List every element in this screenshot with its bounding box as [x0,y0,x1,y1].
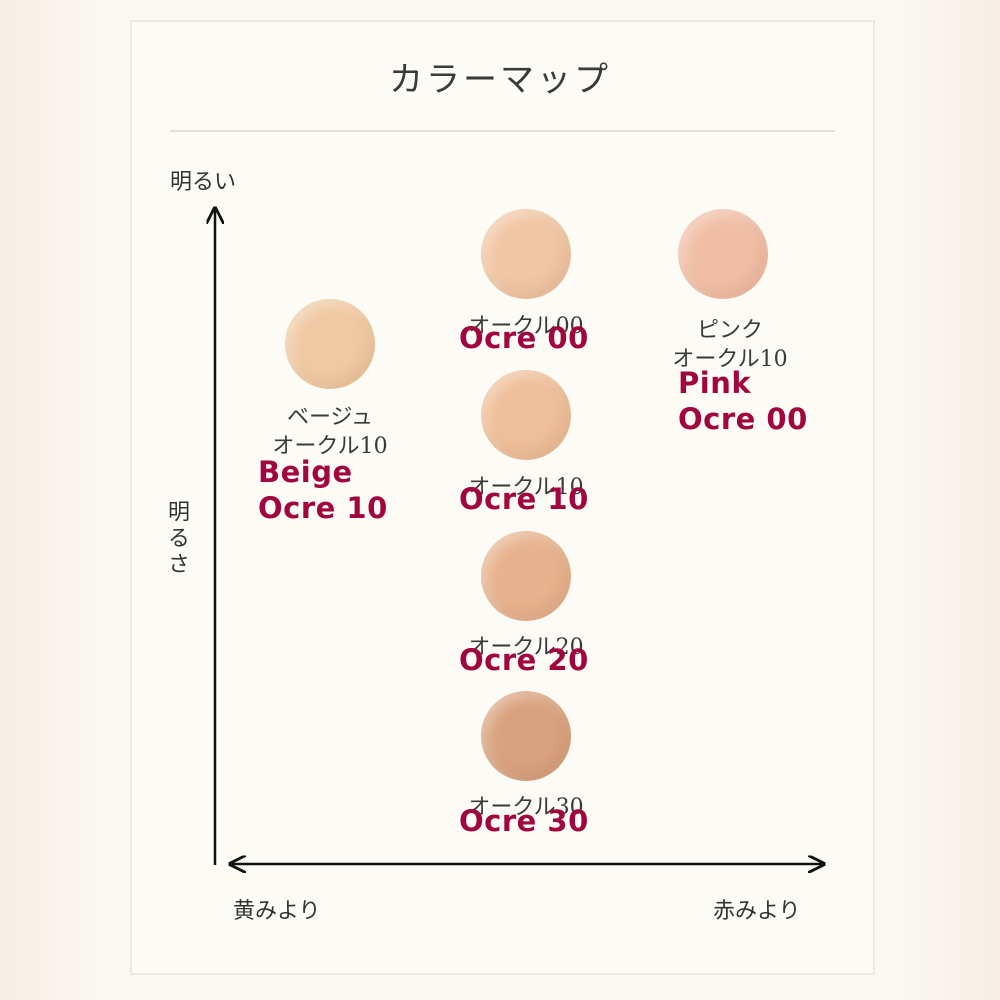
swatch-ocre-20 [481,531,571,621]
swatch-ocre-00 [481,209,571,299]
en-line-1: Pink [678,366,752,400]
label-ocre-10-en: Ocre 10 [459,481,589,517]
label-pink-ocre-jp: ピンク オークル10 [650,316,810,374]
jp-line-1: オークル30 [468,795,584,820]
y-axis-label: 明るさ [164,500,189,578]
en-line-1: Ocre 20 [459,643,589,677]
en-line-1: Beige [258,455,353,489]
page-title: カラーマップ [389,60,611,100]
swatch-ocre-10 [481,370,571,460]
y-axis-top-label: 明るい [170,170,237,195]
jp-line-1: ピンク [696,318,763,343]
label-ocre-00-en: Ocre 00 [459,320,589,356]
label-ocre-30-jp: オークル30 [446,793,606,822]
en-line-1: Ocre 30 [459,804,589,838]
jp-line-1: オークル20 [468,635,584,660]
en-line-1: Ocre 10 [459,482,589,516]
color-map-card [130,20,875,975]
jp-line-2: オークル10 [272,434,388,459]
label-beige-ocre-10-jp: ベージュ オークル10 [250,403,410,461]
label-beige-ocre-10-en: Beige Ocre 10 [258,454,388,526]
x-axis-left-label: 黄みより [233,899,321,924]
en-line-1: Ocre 00 [459,321,589,355]
swatch-pink-ocre [678,209,768,299]
label-ocre-10-jp: オークル10 [446,473,606,502]
jp-line-1: オークル10 [468,475,584,500]
swatch-ocre-30 [481,691,571,781]
label-ocre-00-jp: オークル00 [446,312,606,341]
x-axis-right-label: 赤みより [713,899,801,924]
en-line-2: Ocre 10 [258,491,388,525]
jp-line-1: ベージュ [286,405,374,430]
jp-line-2: オークル10 [672,347,788,372]
label-pink-ocre-en: Pink Ocre 00 [678,365,808,437]
en-line-2: Ocre 00 [678,402,808,436]
swatch-beige-ocre-10 [285,299,375,389]
jp-line-1: オークル00 [468,314,584,339]
label-ocre-20-jp: オークル20 [446,633,606,662]
title-divider [170,130,835,132]
label-ocre-30-en: Ocre 30 [459,803,589,839]
label-ocre-20-en: Ocre 20 [459,642,589,678]
